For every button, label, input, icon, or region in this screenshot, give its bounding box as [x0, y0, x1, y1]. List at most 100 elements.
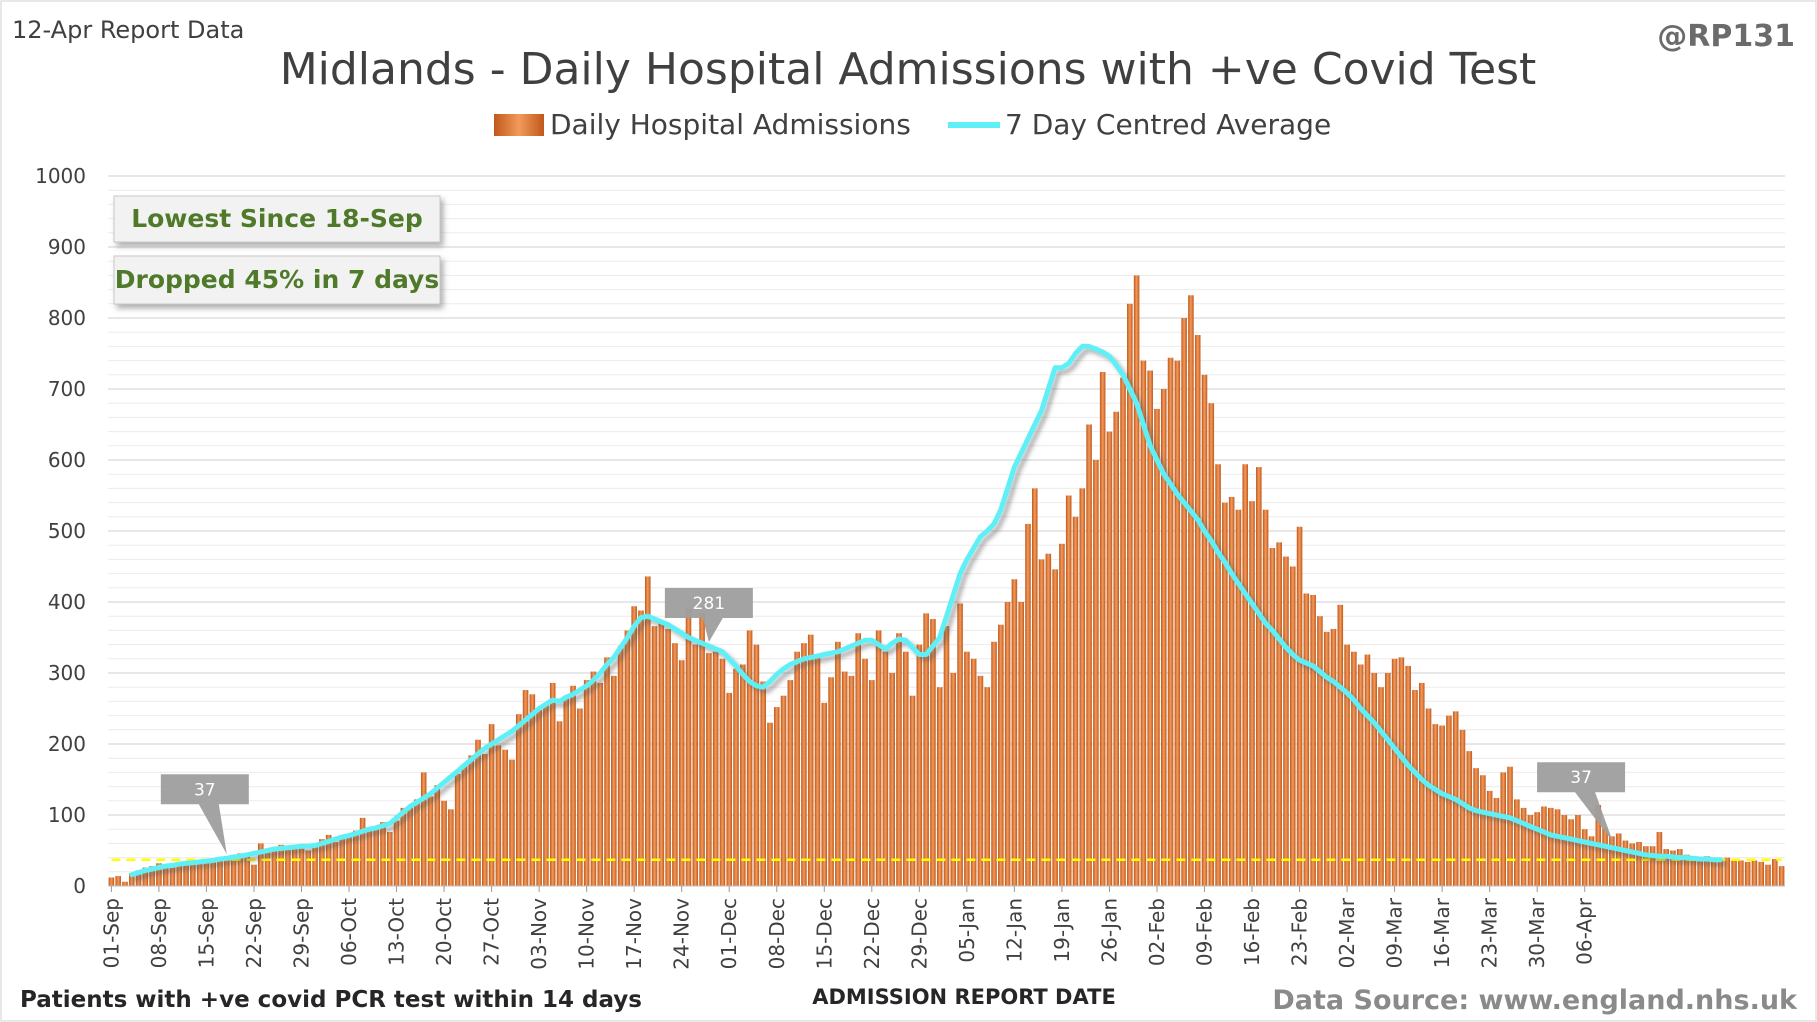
bar — [1174, 360, 1181, 887]
bar — [1147, 370, 1153, 886]
bar — [1113, 411, 1120, 886]
bar — [916, 644, 923, 886]
bar — [984, 687, 991, 886]
bar — [244, 854, 250, 886]
bar — [692, 644, 699, 886]
bar — [1052, 569, 1058, 886]
x-tick-label: 23-Mar — [1478, 897, 1502, 968]
x-tick-label: 12-Jan — [1002, 898, 1026, 963]
x-axis-title: ADMISSION REPORT DATE — [812, 985, 1116, 1009]
bar — [1425, 708, 1432, 886]
x-tick-label: 19-Jan — [1050, 898, 1074, 963]
bar — [787, 680, 794, 886]
bar — [970, 658, 977, 886]
bar — [862, 658, 868, 886]
callout-label: 281 — [693, 594, 725, 614]
bar — [543, 704, 549, 886]
bar — [454, 773, 461, 886]
bar — [1289, 566, 1296, 886]
bar — [1588, 836, 1595, 886]
bar — [1344, 644, 1350, 886]
bar — [1751, 860, 1758, 886]
bar — [631, 606, 637, 886]
x-tick-label: 24-Nov — [670, 898, 694, 970]
bar — [495, 745, 502, 886]
bar — [319, 839, 325, 886]
bar — [638, 610, 644, 886]
y-tick-label: 1000 — [35, 164, 86, 188]
bar — [706, 653, 712, 886]
bar — [1127, 303, 1133, 886]
bar — [902, 651, 909, 886]
bar — [678, 660, 685, 886]
bar — [1473, 768, 1479, 886]
bar — [1493, 797, 1500, 886]
y-tick-label: 600 — [48, 448, 86, 472]
bar — [1201, 374, 1208, 886]
x-tick-label: 30-Mar — [1525, 897, 1549, 968]
bar — [1011, 579, 1018, 886]
bar — [726, 692, 733, 886]
bar — [135, 870, 142, 886]
bar — [176, 861, 183, 886]
bar — [522, 690, 529, 886]
bar — [583, 680, 590, 886]
x-tick-label: 23-Feb — [1288, 898, 1312, 966]
data-source: Data Source: www.england.nhs.uk — [1272, 985, 1798, 1016]
bar — [1670, 850, 1676, 886]
x-tick-label: 03-Nov — [527, 898, 551, 970]
bar — [1568, 819, 1574, 886]
bar — [1643, 846, 1649, 886]
bar — [1527, 815, 1534, 886]
bar — [943, 626, 950, 886]
bar — [183, 864, 189, 886]
bar — [1459, 729, 1466, 886]
x-tick-label: 02-Mar — [1335, 897, 1359, 968]
callout-label: 37 — [194, 780, 216, 800]
bar — [1466, 751, 1473, 886]
x-tick-label: 16-Mar — [1430, 897, 1454, 968]
stat-box-lowest-bg — [113, 195, 441, 243]
bar — [611, 675, 617, 886]
bar — [1717, 859, 1724, 886]
bar — [1093, 460, 1099, 886]
x-tick-label: 10-Nov — [575, 898, 599, 970]
bar — [509, 759, 515, 886]
bar — [482, 753, 488, 886]
bar — [359, 817, 366, 886]
bar — [1249, 501, 1255, 886]
bar — [1160, 389, 1167, 886]
bar — [1391, 658, 1398, 886]
y-tick-label: 300 — [48, 661, 86, 685]
bar — [773, 707, 780, 886]
x-tick-label: 05-Jan — [955, 898, 979, 963]
bar — [1649, 846, 1656, 886]
bar — [1283, 556, 1289, 886]
bar — [271, 847, 278, 886]
x-tick-label: 06-Apr — [1573, 897, 1597, 965]
bar — [1581, 829, 1588, 886]
x-tick-label: 15-Dec — [812, 898, 836, 969]
bar — [488, 724, 495, 886]
bar — [1086, 424, 1092, 886]
bar — [828, 677, 834, 886]
bar — [964, 651, 970, 886]
bar — [1208, 403, 1215, 886]
bar — [332, 841, 339, 886]
bar — [841, 671, 848, 886]
stat-box-dropped: Dropped 45% in 7 days — [113, 255, 441, 305]
bar — [767, 722, 773, 886]
bar — [882, 651, 889, 886]
bar — [563, 695, 570, 886]
bar — [427, 796, 434, 886]
bar — [224, 856, 230, 886]
bar — [142, 867, 149, 886]
bar — [1547, 807, 1554, 886]
y-tick-label: 700 — [48, 377, 86, 401]
x-tick-label: 15-Sep — [194, 898, 218, 968]
bar — [957, 603, 963, 886]
bar — [1378, 687, 1384, 886]
bar — [461, 765, 468, 886]
bar — [1541, 806, 1547, 886]
bar — [1507, 766, 1513, 886]
